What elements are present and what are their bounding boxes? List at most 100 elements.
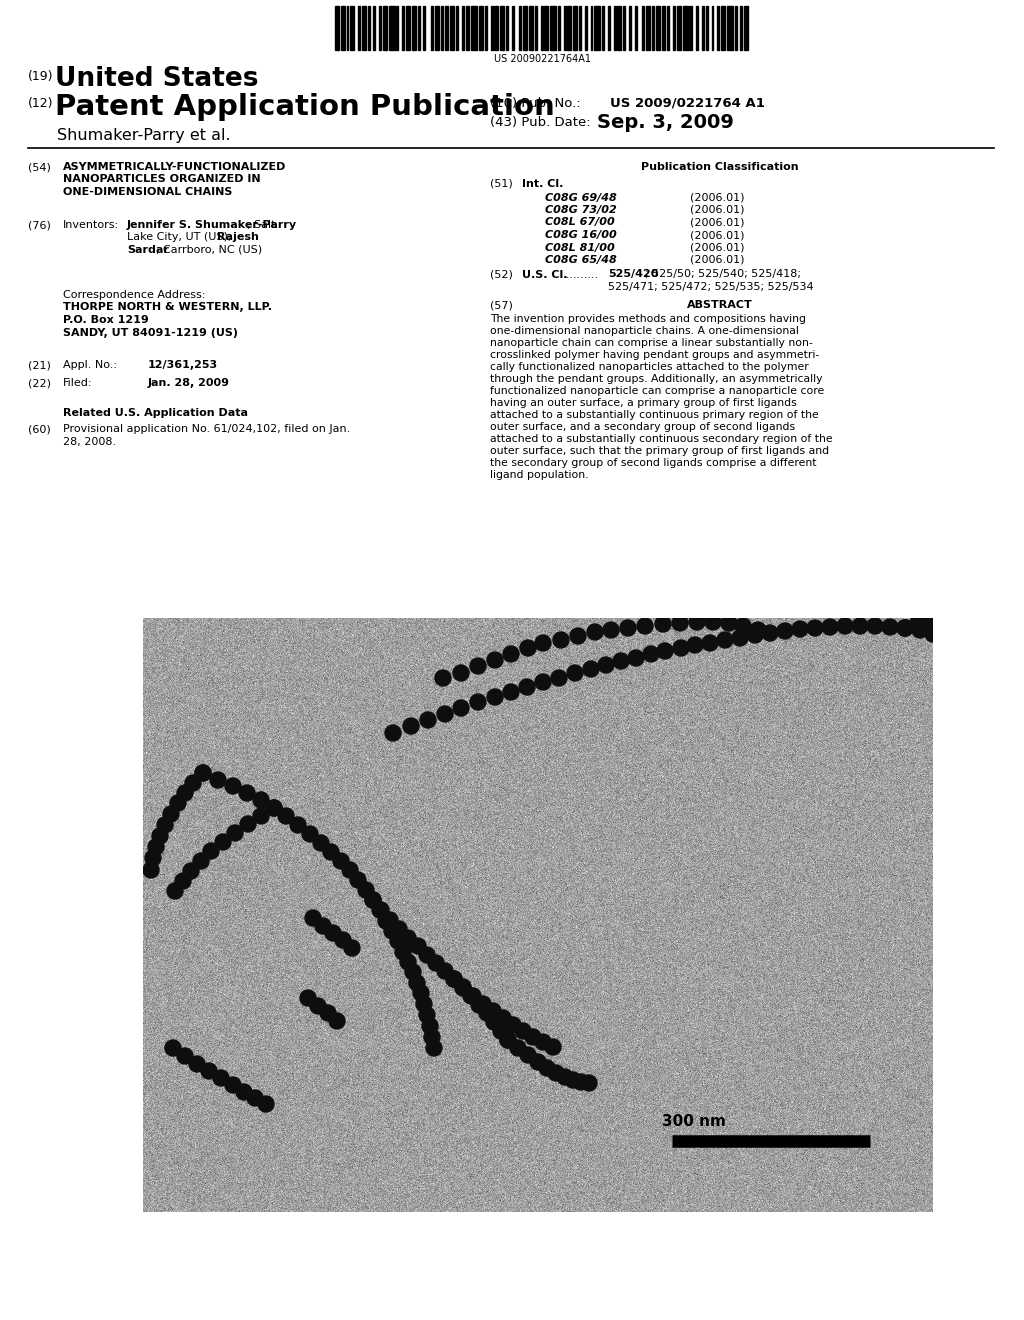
- Circle shape: [410, 939, 426, 954]
- Circle shape: [637, 618, 653, 634]
- Circle shape: [215, 834, 231, 850]
- Circle shape: [213, 1071, 229, 1086]
- Circle shape: [897, 620, 913, 636]
- Circle shape: [551, 671, 567, 686]
- Circle shape: [420, 711, 436, 729]
- Circle shape: [548, 1065, 564, 1081]
- Circle shape: [391, 921, 407, 937]
- Circle shape: [721, 615, 737, 631]
- Circle shape: [305, 909, 321, 927]
- Circle shape: [152, 828, 168, 843]
- Bar: [624, 7, 625, 50]
- Text: nanoparticle chain can comprise a linear substantially non-: nanoparticle chain can comprise a linear…: [490, 338, 813, 348]
- Circle shape: [419, 1007, 435, 1023]
- Text: Filed:: Filed:: [63, 378, 92, 388]
- Text: NANOPARTICLES ORGANIZED IN: NANOPARTICLES ORGANIZED IN: [63, 174, 261, 185]
- Text: outer surface, such that the primary group of first ligands and: outer surface, such that the primary gro…: [490, 446, 829, 457]
- Circle shape: [598, 657, 614, 673]
- Circle shape: [413, 985, 429, 1001]
- Circle shape: [333, 853, 349, 869]
- Text: functionalized nanoparticle can comprise a nanoparticle core: functionalized nanoparticle can comprise…: [490, 387, 824, 396]
- Circle shape: [446, 972, 462, 987]
- Bar: [602, 7, 604, 50]
- Text: C08G 73/02: C08G 73/02: [545, 205, 616, 215]
- Text: (2006.01): (2006.01): [690, 193, 744, 202]
- Bar: [484, 7, 486, 50]
- Circle shape: [358, 882, 374, 898]
- Text: The invention provides methods and compositions having: The invention provides methods and compo…: [490, 314, 806, 325]
- Bar: [545, 7, 548, 50]
- Bar: [462, 7, 464, 50]
- Bar: [655, 7, 659, 50]
- Circle shape: [545, 1039, 561, 1055]
- Bar: [435, 7, 438, 50]
- Bar: [608, 7, 609, 50]
- Text: (60): (60): [28, 424, 51, 434]
- Circle shape: [620, 620, 636, 636]
- Circle shape: [143, 862, 159, 878]
- Circle shape: [925, 626, 941, 642]
- Bar: [706, 7, 708, 50]
- Circle shape: [183, 863, 199, 879]
- Text: (54): (54): [28, 162, 51, 172]
- Circle shape: [253, 808, 269, 824]
- Circle shape: [437, 706, 453, 722]
- Circle shape: [266, 800, 282, 816]
- Circle shape: [157, 817, 173, 833]
- Circle shape: [170, 795, 186, 810]
- Bar: [740, 7, 742, 50]
- Circle shape: [702, 635, 718, 651]
- Bar: [635, 7, 637, 50]
- Text: Publication Classification: Publication Classification: [641, 162, 799, 172]
- Circle shape: [290, 817, 306, 833]
- Circle shape: [323, 843, 339, 861]
- Bar: [512, 7, 514, 50]
- Circle shape: [603, 622, 618, 638]
- Bar: [383, 7, 387, 50]
- Circle shape: [453, 700, 469, 715]
- Text: United States: United States: [55, 66, 258, 92]
- Bar: [718, 7, 719, 50]
- Bar: [350, 7, 354, 50]
- Circle shape: [570, 628, 586, 644]
- Bar: [550, 7, 556, 50]
- Circle shape: [378, 913, 394, 929]
- Circle shape: [185, 775, 201, 791]
- Circle shape: [897, 620, 913, 636]
- Bar: [379, 7, 381, 50]
- Circle shape: [939, 631, 955, 647]
- Text: (10) Pub. No.:: (10) Pub. No.:: [490, 96, 581, 110]
- Text: ASYMMETRICALLY-FUNCTIONALIZED: ASYMMETRICALLY-FUNCTIONALIZED: [63, 162, 287, 172]
- Text: C08L 67/00: C08L 67/00: [545, 218, 614, 227]
- Bar: [341, 7, 345, 50]
- Bar: [451, 7, 454, 50]
- Circle shape: [777, 623, 793, 639]
- Bar: [696, 7, 698, 50]
- Bar: [346, 7, 348, 50]
- Circle shape: [535, 675, 551, 690]
- Circle shape: [520, 640, 536, 656]
- Circle shape: [419, 946, 435, 964]
- Circle shape: [225, 1077, 241, 1093]
- Bar: [501, 7, 504, 50]
- Text: ligand population.: ligand population.: [490, 470, 589, 480]
- Circle shape: [193, 853, 209, 869]
- Circle shape: [203, 843, 219, 859]
- Text: Provisional application No. 61/024,102, filed on Jan.: Provisional application No. 61/024,102, …: [63, 424, 350, 434]
- Text: Related U.S. Application Data: Related U.S. Application Data: [63, 408, 248, 418]
- Text: crosslinked polymer having pendant groups and asymmetri-: crosslinked polymer having pendant group…: [490, 351, 819, 360]
- Bar: [506, 7, 508, 50]
- Circle shape: [897, 620, 913, 636]
- Text: Jennifer S. Shumaker-Parry: Jennifer S. Shumaker-Parry: [127, 220, 297, 230]
- Bar: [668, 7, 670, 50]
- Bar: [579, 7, 581, 50]
- Bar: [712, 7, 714, 50]
- Text: Patent Application Publication: Patent Application Publication: [55, 92, 555, 121]
- Circle shape: [453, 665, 469, 681]
- Text: (21): (21): [28, 360, 51, 370]
- Circle shape: [792, 620, 808, 638]
- Bar: [431, 7, 433, 50]
- Text: ..........: ..........: [563, 269, 599, 280]
- Bar: [529, 7, 532, 50]
- Text: through the pendant groups. Additionally, an asymmetrically: through the pendant groups. Additionally…: [490, 375, 822, 384]
